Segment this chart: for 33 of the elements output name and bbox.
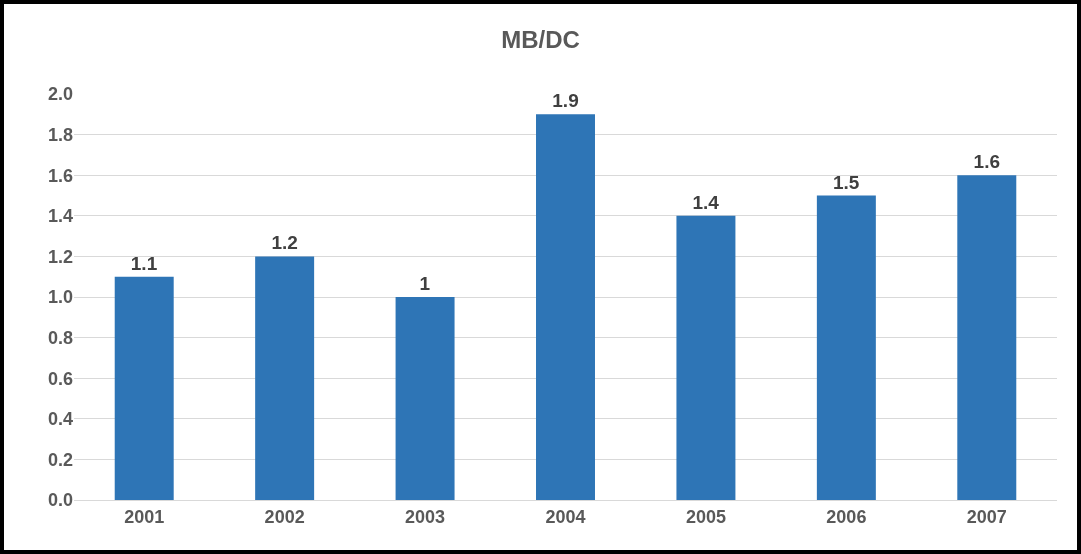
x-tick-label: 2003 <box>405 506 446 527</box>
y-tick-label: 0.4 <box>47 409 73 430</box>
x-tick-label: 2001 <box>124 506 165 527</box>
y-tick-label: 1.8 <box>47 124 73 145</box>
bar <box>816 195 876 500</box>
y-tick-label: 0.2 <box>47 449 73 470</box>
y-tick-label: 1.0 <box>47 287 73 308</box>
data-label: 1.4 <box>692 191 720 213</box>
x-tick-label: 2006 <box>826 506 867 527</box>
data-label: 1.6 <box>973 151 1000 173</box>
y-tick-label: 0.8 <box>47 327 73 348</box>
bar <box>395 297 455 500</box>
y-tick-label: 1.4 <box>47 206 73 227</box>
y-tick-label: 1.6 <box>47 165 73 186</box>
y-tick-label: 2.0 <box>47 84 73 105</box>
bar <box>676 215 736 500</box>
bar <box>957 175 1017 500</box>
data-label: 1.1 <box>130 252 158 274</box>
y-tick-label: 0.6 <box>47 368 73 389</box>
x-tick-label: 2007 <box>966 506 1007 527</box>
data-label: 1.9 <box>552 90 579 112</box>
y-tick-label: 0.0 <box>47 490 73 511</box>
x-tick-label: 2005 <box>685 506 726 527</box>
x-tick-label: 2004 <box>545 506 586 527</box>
bar <box>114 276 174 500</box>
bar <box>536 114 595 500</box>
data-label: 1.2 <box>271 232 298 254</box>
data-label: 1.5 <box>832 171 860 193</box>
y-tick-label: 1.2 <box>47 246 73 267</box>
chart-title: MB/DC <box>501 26 580 54</box>
x-tick-label: 2002 <box>264 506 305 527</box>
bar <box>255 256 315 500</box>
data-label: 1 <box>419 273 431 294</box>
